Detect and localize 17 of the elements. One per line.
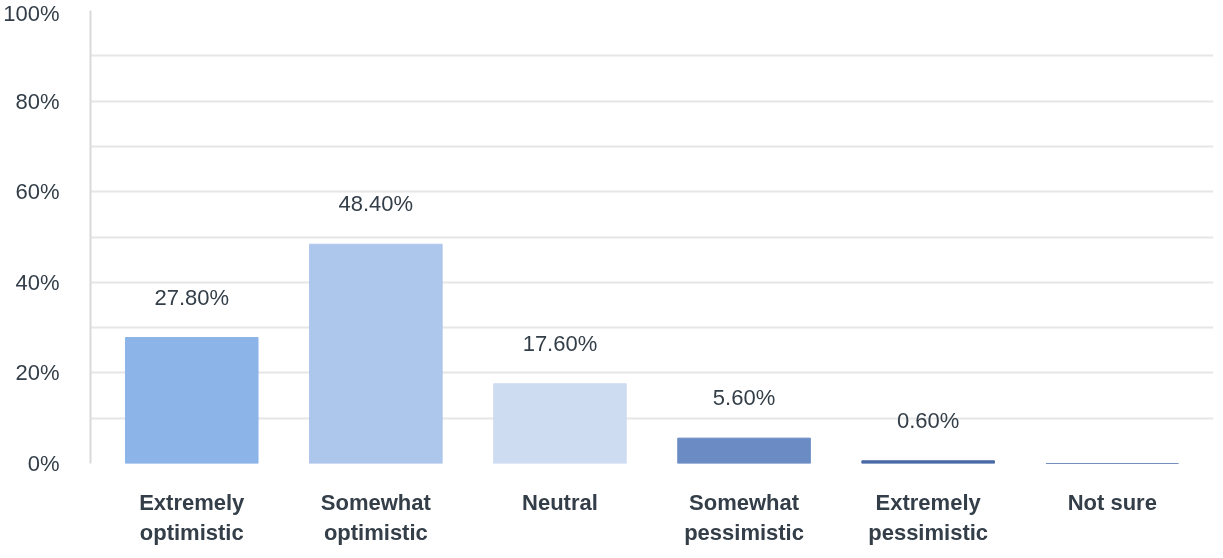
- y-tick-label: 0%: [27, 451, 60, 476]
- y-tick-label: 60%: [15, 179, 60, 205]
- y-tick-label: 80%: [15, 88, 60, 114]
- data-label: 48.40%: [338, 191, 414, 217]
- data-label: 5.60%: [712, 385, 776, 411]
- x-tick-label: Not sure: [1067, 489, 1157, 515]
- y-tick-label: 100%: [3, 0, 60, 26]
- data-label: 0.60%: [896, 407, 960, 433]
- x-tick-label: Extremely optimistic: [139, 489, 246, 545]
- x-tick-label: Extremely pessimistic: [868, 489, 989, 545]
- x-tick-label: Somewhat pessimistic: [684, 489, 804, 545]
- y-tick-label: 20%: [15, 360, 60, 386]
- data-label: 17.60%: [522, 330, 598, 356]
- x-tick-label: Somewhat optimistic: [320, 489, 432, 545]
- data-label: 27.80%: [154, 284, 230, 310]
- x-tick-label: Neutral: [522, 489, 598, 515]
- y-tick-label: 40%: [15, 269, 60, 295]
